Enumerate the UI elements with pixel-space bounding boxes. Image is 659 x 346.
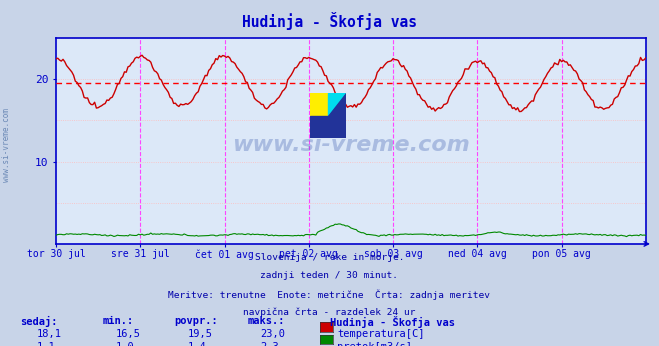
Text: zadnji teden / 30 minut.: zadnji teden / 30 minut. — [260, 271, 399, 280]
Text: sedaj:: sedaj: — [20, 316, 57, 327]
Bar — [310, 93, 328, 116]
Text: www.si-vreme.com: www.si-vreme.com — [2, 108, 11, 182]
Text: Hudinja - Škofja vas: Hudinja - Škofja vas — [330, 316, 455, 328]
Text: 16,5: 16,5 — [115, 329, 140, 339]
Text: 1,4: 1,4 — [188, 342, 206, 346]
Text: 23,0: 23,0 — [260, 329, 285, 339]
Text: 1,0: 1,0 — [115, 342, 134, 346]
Text: 2,3: 2,3 — [260, 342, 279, 346]
Text: 18,1: 18,1 — [36, 329, 61, 339]
Bar — [310, 116, 346, 138]
Text: temperatura[C]: temperatura[C] — [337, 329, 425, 339]
Bar — [328, 93, 346, 116]
Text: 19,5: 19,5 — [188, 329, 213, 339]
Text: pretok[m3/s]: pretok[m3/s] — [337, 342, 413, 346]
Text: povpr.:: povpr.: — [175, 316, 218, 326]
Text: Meritve: trenutne  Enote: metrične  Črta: zadnja meritev: Meritve: trenutne Enote: metrične Črta: … — [169, 289, 490, 300]
Text: maks.:: maks.: — [247, 316, 285, 326]
Polygon shape — [328, 93, 346, 116]
Text: min.:: min.: — [102, 316, 133, 326]
Text: 1,1: 1,1 — [36, 342, 55, 346]
Text: navpična črta - razdelek 24 ur: navpična črta - razdelek 24 ur — [243, 307, 416, 317]
Text: Slovenija / reke in morje.: Slovenija / reke in morje. — [255, 253, 404, 262]
Text: www.si-vreme.com: www.si-vreme.com — [232, 135, 470, 155]
Text: Hudinja - Škofja vas: Hudinja - Škofja vas — [242, 12, 417, 30]
